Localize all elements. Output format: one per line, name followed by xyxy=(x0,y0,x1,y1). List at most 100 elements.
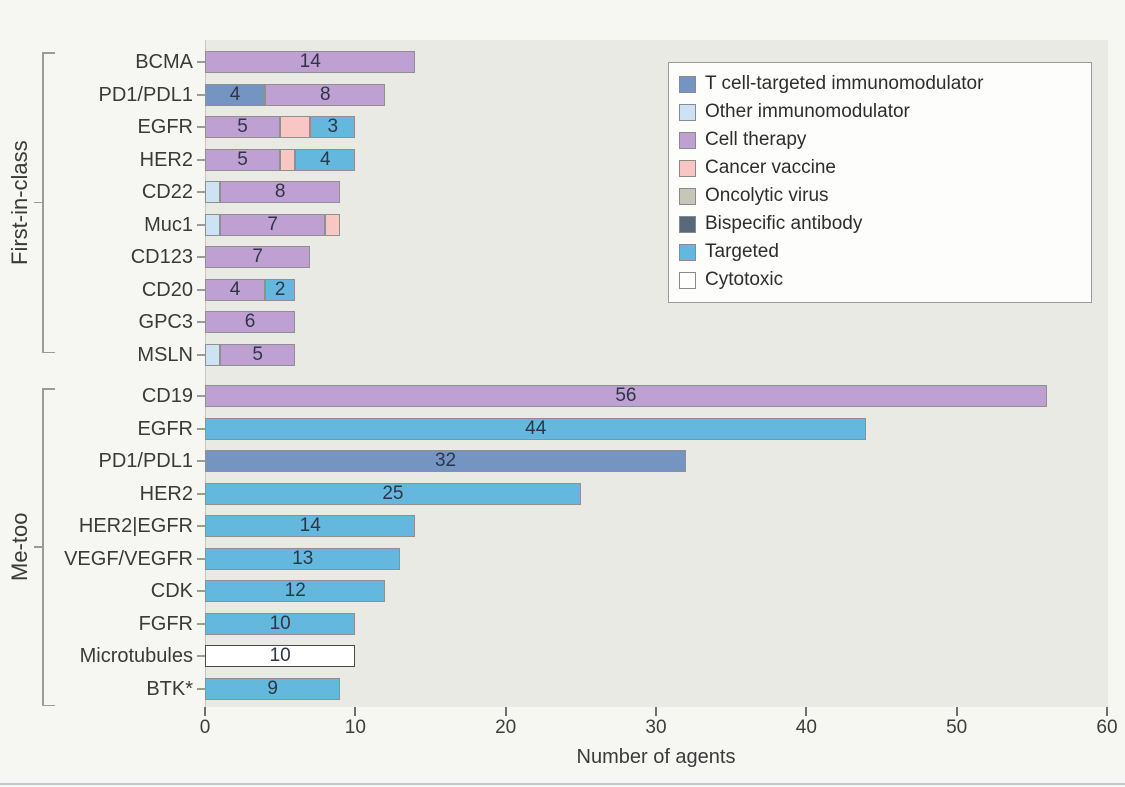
bracket-line xyxy=(42,388,44,706)
bar-row: 32 xyxy=(205,450,687,473)
bar-row-label: CD123 xyxy=(130,246,193,269)
x-tick-mark xyxy=(504,707,507,716)
y-tick-mark xyxy=(197,460,205,463)
bar-value-label: 32 xyxy=(434,450,457,472)
legend-label: Other immunomodulator xyxy=(705,101,910,122)
x-tick-label: 40 xyxy=(795,717,817,738)
bar-segment: 32 xyxy=(205,450,687,473)
bar-value-label: 25 xyxy=(382,482,404,504)
bar-segment xyxy=(280,116,311,139)
y-tick-mark xyxy=(197,191,205,194)
bar-row-label: VEGF/VEGFR xyxy=(64,547,193,570)
x-tick-mark xyxy=(805,707,808,716)
bar-row: 7 xyxy=(205,213,341,236)
legend-label: Oncolytic virus xyxy=(705,185,829,206)
bar-row: 9 xyxy=(205,678,341,701)
x-tick-label: 60 xyxy=(1096,717,1118,738)
bar-row-label: HER2 xyxy=(139,482,193,505)
legend-item: Other immunomodulator xyxy=(679,98,1081,126)
x-tick-mark xyxy=(1106,707,1108,716)
bar-row-label: PD1/PDL1 xyxy=(98,450,194,473)
x-tick-label: 20 xyxy=(495,717,517,738)
legend-swatch-icon xyxy=(679,215,696,233)
bar-value-label: 4 xyxy=(229,83,241,105)
bar-segment xyxy=(205,181,221,204)
bar-value-label: 10 xyxy=(269,612,291,634)
legend-swatch-icon xyxy=(679,243,696,261)
bar-segment: 8 xyxy=(220,181,341,204)
x-tick-mark xyxy=(955,707,958,716)
bar-row-label: EGFR xyxy=(137,417,193,440)
bar-segment: 4 xyxy=(205,278,266,301)
bottom-rule-divider xyxy=(0,783,1125,785)
bar-value-label: 8 xyxy=(274,181,286,203)
bar-value-label: 10 xyxy=(269,645,291,667)
bar-value-label: 12 xyxy=(284,580,306,602)
bar-row-label: BCMA xyxy=(135,51,193,73)
x-tick-mark xyxy=(655,707,657,716)
bar-segment: 14 xyxy=(205,515,416,538)
bar-segment: 2 xyxy=(265,278,296,301)
bar-row: 5 xyxy=(205,344,296,367)
y-tick-mark xyxy=(197,223,205,226)
legend-swatch-icon xyxy=(679,187,696,205)
y-tick-mark xyxy=(197,93,205,96)
bar-segment: 14 xyxy=(205,51,416,73)
bar-row: 8 xyxy=(205,181,341,204)
x-tick-label: 0 xyxy=(199,717,211,738)
legend-label: Targeted xyxy=(705,241,779,262)
bar-row: 44 xyxy=(205,417,867,440)
bar-segment xyxy=(280,148,296,171)
bar-row-label: Muc1 xyxy=(144,213,193,236)
legend-swatch-icon xyxy=(679,159,696,177)
bar-segment: 5 xyxy=(205,148,281,171)
y-tick-mark xyxy=(197,61,205,63)
bar-row: 14 xyxy=(205,515,416,538)
y-tick-mark xyxy=(197,126,205,129)
y-tick-mark xyxy=(197,321,205,324)
legend-label: Cytotoxic xyxy=(705,269,784,290)
bracket-line xyxy=(42,388,55,390)
bar-row-label: GPC3 xyxy=(138,311,193,334)
bar-value-label: 3 xyxy=(327,116,339,138)
bar-segment: 25 xyxy=(205,482,581,505)
x-tick-label: 50 xyxy=(946,717,968,738)
y-tick-mark xyxy=(197,354,205,357)
bar-value-label: 5 xyxy=(237,116,248,138)
x-tick-mark xyxy=(204,707,206,716)
bar-row-label: CD20 xyxy=(141,278,193,301)
bar-segment: 7 xyxy=(205,246,311,269)
y-tick-mark xyxy=(197,492,205,495)
bracket-line xyxy=(42,52,55,54)
y-tick-mark xyxy=(197,427,205,430)
bar-segment: 13 xyxy=(205,547,401,570)
x-tick-label: 30 xyxy=(645,717,667,738)
bar-segment: 7 xyxy=(220,213,326,236)
bar-segment: 9 xyxy=(205,678,341,701)
bracket-line xyxy=(42,704,55,706)
x-tick-mark xyxy=(354,707,357,716)
legend-label: Bispecific antibody xyxy=(705,213,863,234)
bar-value-label: 6 xyxy=(244,311,256,333)
legend-swatch-icon xyxy=(679,75,696,93)
bar-segment xyxy=(205,344,221,367)
bar-row-label: MSLN xyxy=(137,344,193,367)
bar-value-label: 8 xyxy=(319,83,331,105)
group-label: First-in-class xyxy=(7,140,32,265)
bar-segment: 56 xyxy=(205,385,1047,407)
legend-item: Cancer vaccine xyxy=(679,154,1081,182)
bar-row: 7 xyxy=(205,246,311,269)
bar-segment: 4 xyxy=(205,83,266,106)
y-tick-mark xyxy=(197,395,205,397)
bar-row: 25 xyxy=(205,482,581,505)
bar-row: 12 xyxy=(205,580,386,603)
bar-value-label: 14 xyxy=(299,515,321,537)
legend-swatch-icon xyxy=(679,103,696,121)
bar-segment xyxy=(205,213,221,236)
bar-row: 13 xyxy=(205,547,401,570)
bar-segment: 44 xyxy=(205,417,867,440)
bar-value-label: 13 xyxy=(292,547,314,569)
